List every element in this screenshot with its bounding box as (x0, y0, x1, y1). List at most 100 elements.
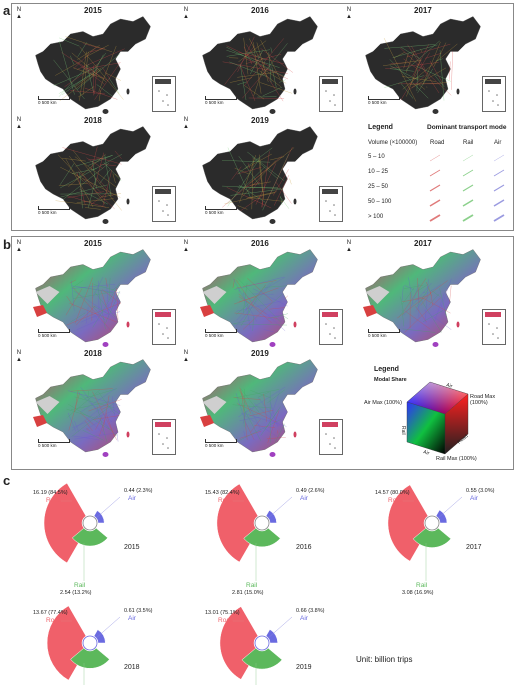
air-value-label: 0.55 (3.0%) (466, 488, 495, 494)
scale-bar: 0 500 km (368, 329, 400, 338)
map-year-label: 2018 (84, 116, 102, 125)
map-a-2019 (202, 126, 318, 224)
legend-swatch-line (493, 154, 505, 162)
scale-bar: 0 500 km (368, 96, 400, 105)
rail-label: Rail (416, 582, 428, 589)
scale-bar: 0 500 km (205, 439, 237, 448)
rose-year-label: 2018 (124, 664, 140, 671)
legend-line-swatches (429, 154, 505, 222)
north-arrow-icon: N ▲ (16, 117, 22, 130)
legend-mode-air: Air (494, 140, 502, 146)
map-year-label: 2017 (414, 6, 432, 15)
legend-swatch-line (429, 169, 441, 177)
legend-class-1: 5 – 10 (368, 154, 385, 160)
cube-edge-rail: Rail (400, 426, 406, 435)
rose-center (424, 515, 440, 531)
rose-slice-air (93, 629, 106, 644)
rose-year-label: 2019 (296, 664, 312, 671)
panel-b-frame (11, 236, 514, 470)
legend-swatch-line (462, 154, 474, 162)
air-leader-line (266, 616, 293, 640)
map-b-2019 (200, 359, 318, 457)
north-arrow-icon: N ▲ (183, 240, 189, 253)
rose-center (254, 515, 270, 531)
scale-bar: 0 500 km (205, 96, 237, 105)
panel-b-letter: b (3, 237, 11, 252)
rose-slice-air (265, 629, 278, 644)
rose-center (254, 635, 270, 651)
scale-bar: 0 500 km (38, 96, 70, 105)
south-china-sea-inset (152, 309, 176, 345)
road-label: Road (218, 617, 234, 624)
air-leader-line (266, 496, 293, 520)
road-value-label: 15.43 (82.4%) (205, 490, 240, 496)
panel-c-letter: c (3, 473, 11, 488)
legend-b-rail-max: Rail Max (100%) (436, 456, 477, 462)
road-label: Road (218, 497, 234, 504)
rose-slice-rail (71, 527, 109, 547)
south-china-sea-inset (152, 419, 176, 455)
north-arrow-icon: N ▲ (183, 7, 189, 20)
map-a-2017 (365, 16, 481, 114)
rose-slice-rail (70, 647, 110, 669)
rose-slice-rail (412, 527, 452, 548)
map-year-label: 2015 (84, 6, 102, 15)
scale-bar: 0 500 km (205, 206, 237, 215)
cube-edge-air: Air (445, 382, 453, 390)
north-arrow-icon: N ▲ (16, 7, 22, 20)
rose-center (82, 515, 98, 531)
legend-mode-header: Dominant transport mode (427, 124, 507, 131)
air-label: Air (128, 615, 137, 622)
air-value-label: 0.61 (3.5%) (124, 608, 153, 614)
scale-bar: 0 500 km (38, 439, 70, 448)
legend-swatch-line (429, 214, 441, 222)
legend-swatch-line (462, 184, 474, 192)
rail-value-label: 2.81 (15.0%) (232, 590, 264, 596)
map-a-2018 (35, 126, 151, 224)
map-b-2015 (33, 249, 151, 347)
north-arrow-icon: N ▲ (16, 240, 22, 253)
panel-a-letter: a (3, 3, 11, 18)
road-value-label: 13.01 (75.1%) (205, 610, 240, 616)
legend-swatch-line (493, 214, 505, 222)
rose-year-label: 2015 (124, 544, 140, 551)
rose-center (82, 635, 98, 651)
panel-a-legend: Legend Dominant transport mode Volume (×… (360, 122, 510, 222)
road-value-label: 14.57 (80.0%) (375, 490, 410, 496)
map-year-label: 2018 (84, 349, 102, 358)
rose-slice-air (265, 510, 277, 524)
road-label: Road (46, 617, 62, 624)
north-arrow-icon: N ▲ (346, 240, 352, 253)
legend-volume-header: Volume (×100000) (368, 140, 418, 146)
legend-class-2: 10 – 25 (368, 169, 389, 175)
south-china-sea-inset (482, 309, 506, 345)
map-year-label: 2015 (84, 239, 102, 248)
rose-slice-road (43, 482, 87, 564)
south-china-sea-inset (482, 76, 506, 112)
north-arrow-icon: N ▲ (16, 350, 22, 363)
road-value-label: 16.19 (84.5%) (33, 490, 68, 496)
legend-class-4: 50 – 100 (368, 199, 392, 205)
air-label: Air (300, 495, 309, 502)
road-value-label: 13.67 (77.4%) (33, 610, 68, 616)
scale-bar: 0 500 km (38, 206, 70, 215)
scale-bar: 0 500 km (205, 329, 237, 338)
rose-slice-air (93, 510, 105, 524)
modal-share-cube: Air Road Rail Air (400, 381, 470, 457)
rose-chart-2015: 16.19 (84.5%)Road 0.44 (2.3%)Air Rail2.54 … (33, 482, 153, 596)
rail-label: Rail (74, 582, 86, 589)
south-china-sea-inset (319, 76, 343, 112)
air-value-label: 0.49 (2.6%) (296, 488, 325, 494)
legend-swatch-line (429, 154, 441, 162)
cube-edge-air-2: Air (422, 449, 430, 457)
legend-b-road-max: Road Max (100%) (470, 394, 496, 406)
scale-bar: 0 500 km (38, 329, 70, 338)
road-label: Road (46, 497, 62, 504)
south-china-sea-inset (152, 186, 176, 222)
south-china-sea-inset (319, 309, 343, 345)
legend-swatch-line (462, 214, 474, 222)
south-china-sea-inset (152, 76, 176, 112)
legend-mode-road: Road (430, 140, 445, 146)
legend-swatch-line (493, 199, 505, 207)
